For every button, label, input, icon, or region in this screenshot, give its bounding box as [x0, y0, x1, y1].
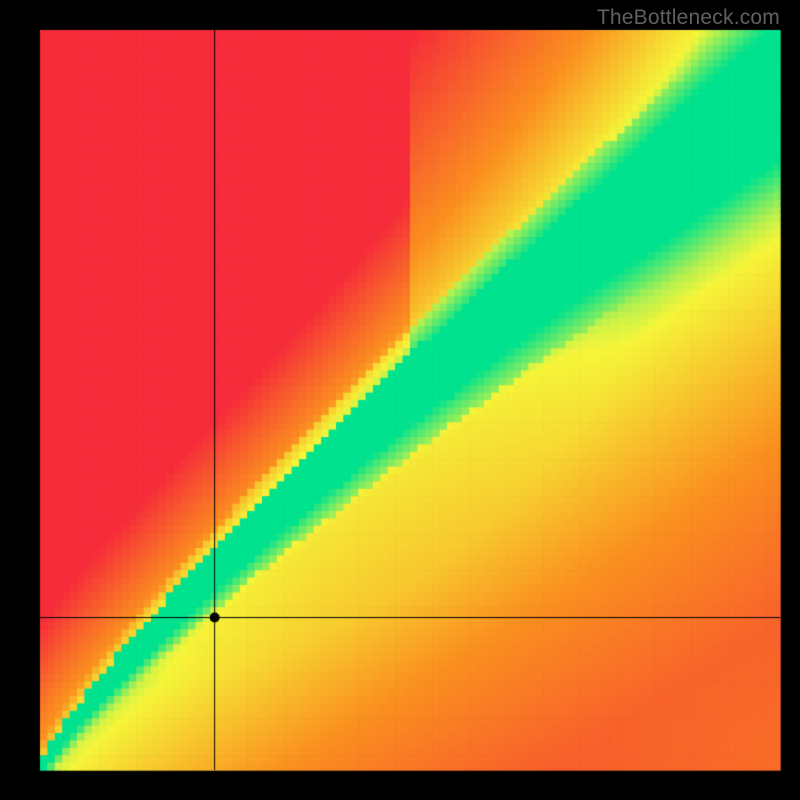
chart-container: { "watermark": "TheBottleneck.com", "cha…: [0, 0, 800, 800]
bottleneck-heatmap: [0, 0, 800, 800]
watermark-label: TheBottleneck.com: [597, 6, 780, 30]
